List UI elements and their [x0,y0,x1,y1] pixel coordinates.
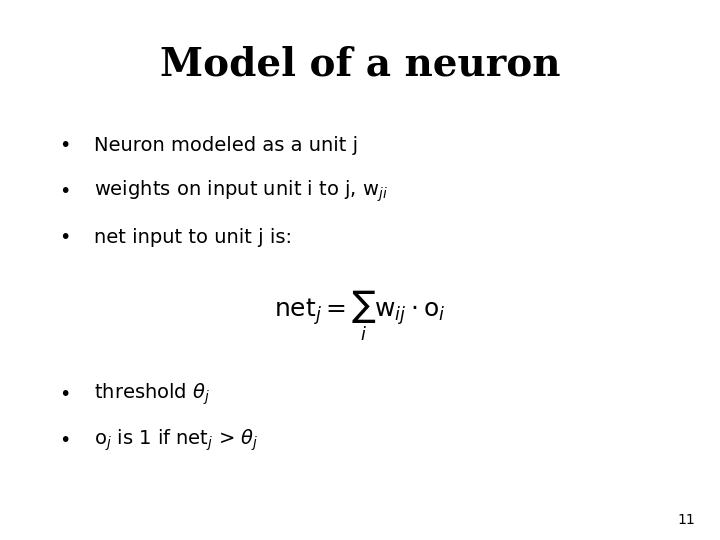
Text: net input to unit j is:: net input to unit j is: [94,228,292,247]
Text: •: • [59,182,71,201]
Text: threshold $\theta_j$: threshold $\theta_j$ [94,381,210,407]
Text: Model of a neuron: Model of a neuron [160,46,560,84]
Text: weights on input unit i to j, w$_{ji}$: weights on input unit i to j, w$_{ji}$ [94,179,387,205]
Text: 11: 11 [677,512,695,526]
Text: o$_j$ is 1 if net$_j$ > $\theta_j$: o$_j$ is 1 if net$_j$ > $\theta_j$ [94,427,258,453]
Text: Neuron modeled as a unit j: Neuron modeled as a unit j [94,136,358,156]
Text: $\mathsf{net}_j = \sum_i \mathsf{w}_{ij} \cdot \mathsf{o}_i$: $\mathsf{net}_j = \sum_i \mathsf{w}_{ij}… [274,288,446,343]
Text: •: • [59,228,71,247]
Text: •: • [59,136,71,156]
Text: •: • [59,430,71,450]
Text: •: • [59,384,71,404]
